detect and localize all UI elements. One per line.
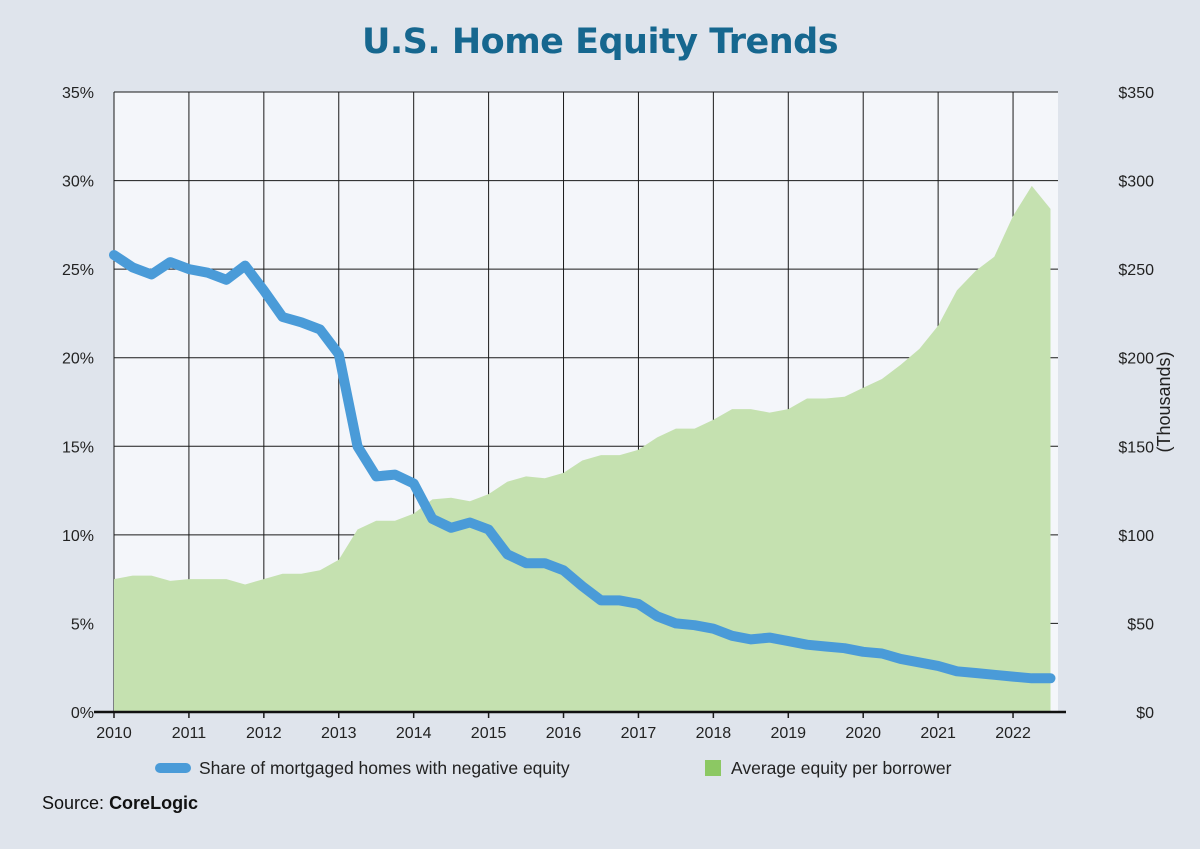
x-tick-label: 2015 [471,725,507,742]
x-tick-label: 2011 [172,725,207,742]
legend: Share of mortgaged homes with negative e… [155,758,952,778]
y-right-tick-label: $0 [1136,705,1154,722]
x-tick-label: 2016 [546,725,582,742]
x-tick-label: 2017 [621,725,657,742]
chart-title: U.S. Home Equity Trends [361,22,839,62]
x-tick-label: 2010 [96,725,132,742]
axes: 0% $0 5% $50 10% $100 15% $150 20% $200 25% $250 30%… [62,85,1174,742]
line-negative-equity-share [109,250,1056,684]
line-layer [109,250,1056,684]
y-left-tick-label: 35% [62,85,94,102]
y-left-tick-label: 5% [71,616,94,633]
legend-area-label: Average equity per borrower [731,758,952,778]
y-left-tick-label: 25% [62,262,94,279]
x-tick-label: 2018 [696,725,732,742]
y-right-tick-label: $200 [1118,351,1154,368]
y-left-tick-label: 0% [71,705,94,722]
area-layer [114,185,1051,712]
x-tick-label: 2014 [396,725,432,742]
source-note: Source: CoreLogic [42,793,198,814]
y-right-tick-label: $300 [1118,174,1154,191]
y-right-tick-label: $100 [1118,528,1154,545]
legend-area-swatch [705,760,721,776]
y-right-tick-label: $250 [1118,262,1154,279]
area-equity-per-borrower [114,185,1051,712]
source-label: Source: [42,793,105,813]
x-tick-label: 2020 [845,725,881,742]
y-left-tick-label: 20% [62,351,94,368]
y-left-tick-label: 30% [62,174,94,191]
y-right-tick-label: $150 [1118,439,1154,456]
x-tick-label: 2019 [770,725,806,742]
y-right-tick-label: $350 [1118,85,1154,102]
y-right-axis-label: (Thousands) [1154,351,1174,452]
x-tick-label: 2013 [321,725,357,742]
y-right-tick-label: $50 [1127,616,1154,633]
x-tick-label: 2022 [995,725,1031,742]
x-tick-label: 2021 [920,725,956,742]
y-left-tick-label: 10% [62,528,94,545]
legend-line-label: Share of mortgaged homes with negative e… [199,758,570,778]
source-name: CoreLogic [109,793,199,813]
y-left-tick-label: 15% [62,439,94,456]
x-tick-label: 2012 [246,725,282,742]
